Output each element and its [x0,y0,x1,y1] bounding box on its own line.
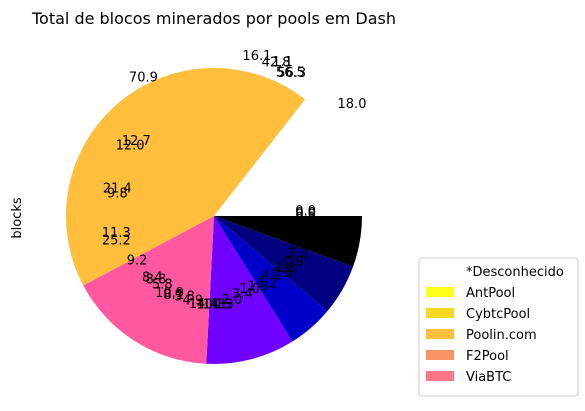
data-label-5: 56.5 [276,65,305,80]
data-label-8: 12.7 [122,134,151,149]
pie-slices [65,67,362,365]
pie-slice-3 [214,216,328,342]
data-label-34: 0.9 [283,255,304,270]
data-label-10: 21.4 [103,181,132,196]
legend-label-3: CybtcPool [466,307,530,322]
legend-label-4: Poolin.com [466,328,537,343]
data-label-23: 10.3 [196,298,225,313]
data-label-11: 9.8 [107,187,128,202]
data-label-24: 14.5 [203,298,232,313]
data-label-21: 4.9 [183,294,204,309]
legend-label-1: *Desconhecido [466,265,564,280]
pie-slice-5 [83,216,214,364]
data-label-16: 8.8 [146,272,167,287]
data-label-14: 9.2 [127,253,148,268]
data-label-37: 0.4 [293,228,314,243]
data-label-15: 8.4 [142,271,163,286]
legend-swatch-4 [426,329,454,339]
legend-swatch-3 [426,308,454,318]
data-label-38: 0.2 [295,219,316,234]
data-label-30: 3.2 [256,277,277,292]
legend-label-6: ViaBTC [466,370,511,385]
data-label-22: 14.4 [189,297,218,312]
data-label-28: 1.0 [239,282,260,297]
data-label-12: 11.3 [102,226,131,241]
data-label-9: 12.0 [116,139,145,154]
data-label-31: 4.1 [261,269,282,284]
chart-title: Total de blocos minerados por pools em D… [31,9,396,28]
pie-slice-4 [206,216,293,365]
data-label-4: 1.1 [272,55,293,70]
legend-swatch-5 [426,350,454,360]
legend-swatch-2 [426,287,454,297]
legend-frame [418,257,579,397]
pie-slice-6 [65,67,306,286]
data-label-36: 0.7 [291,237,312,252]
data-label-27: 3.4 [232,287,253,302]
data-label-18: 10.9 [155,286,184,301]
data-label-25: 0.3 [213,297,234,312]
y-axis-label: blocks [10,197,25,238]
data-label-3: 42.8 [262,55,291,70]
data-label-35: 2.2 [287,246,308,261]
legend-label-5: F2Pool [466,349,509,364]
data-label-7: 18.0 [338,97,367,112]
data-label-29: 1.3 [248,279,269,294]
data-label-41: 0.0 [295,206,316,221]
data-label-6: 56.3 [277,66,306,81]
pie-slice-2 [214,216,354,312]
data-label-19: 8.1 [163,288,184,303]
data-label-33: 1.8 [275,261,296,276]
data-label-13: 25.2 [102,233,131,248]
legend: *Desconhecido AntPool CybtcPool Poolin.com F… [418,257,579,397]
data-label-20: 5.8 [174,290,195,305]
data-label-2: 16.1 [242,49,271,64]
data-label-17: 5.8 [152,278,173,293]
legend-swatch-1 [426,266,454,276]
pie-slice-1 [214,216,362,267]
legend-swatch-6 [426,371,454,381]
data-label-39: 0.1 [295,211,316,226]
data-label-1: 70.9 [129,71,158,86]
data-label-42: 0.0 [295,204,316,219]
data-labels: 70.916.142.81.156.556.318.012.712.021.49… [102,49,367,313]
data-label-32: 0.5 [272,266,293,281]
data-label-26: 2.0 [221,293,242,308]
data-label-40: 0.0 [295,207,316,222]
legend-label-2: AntPool [466,286,515,301]
